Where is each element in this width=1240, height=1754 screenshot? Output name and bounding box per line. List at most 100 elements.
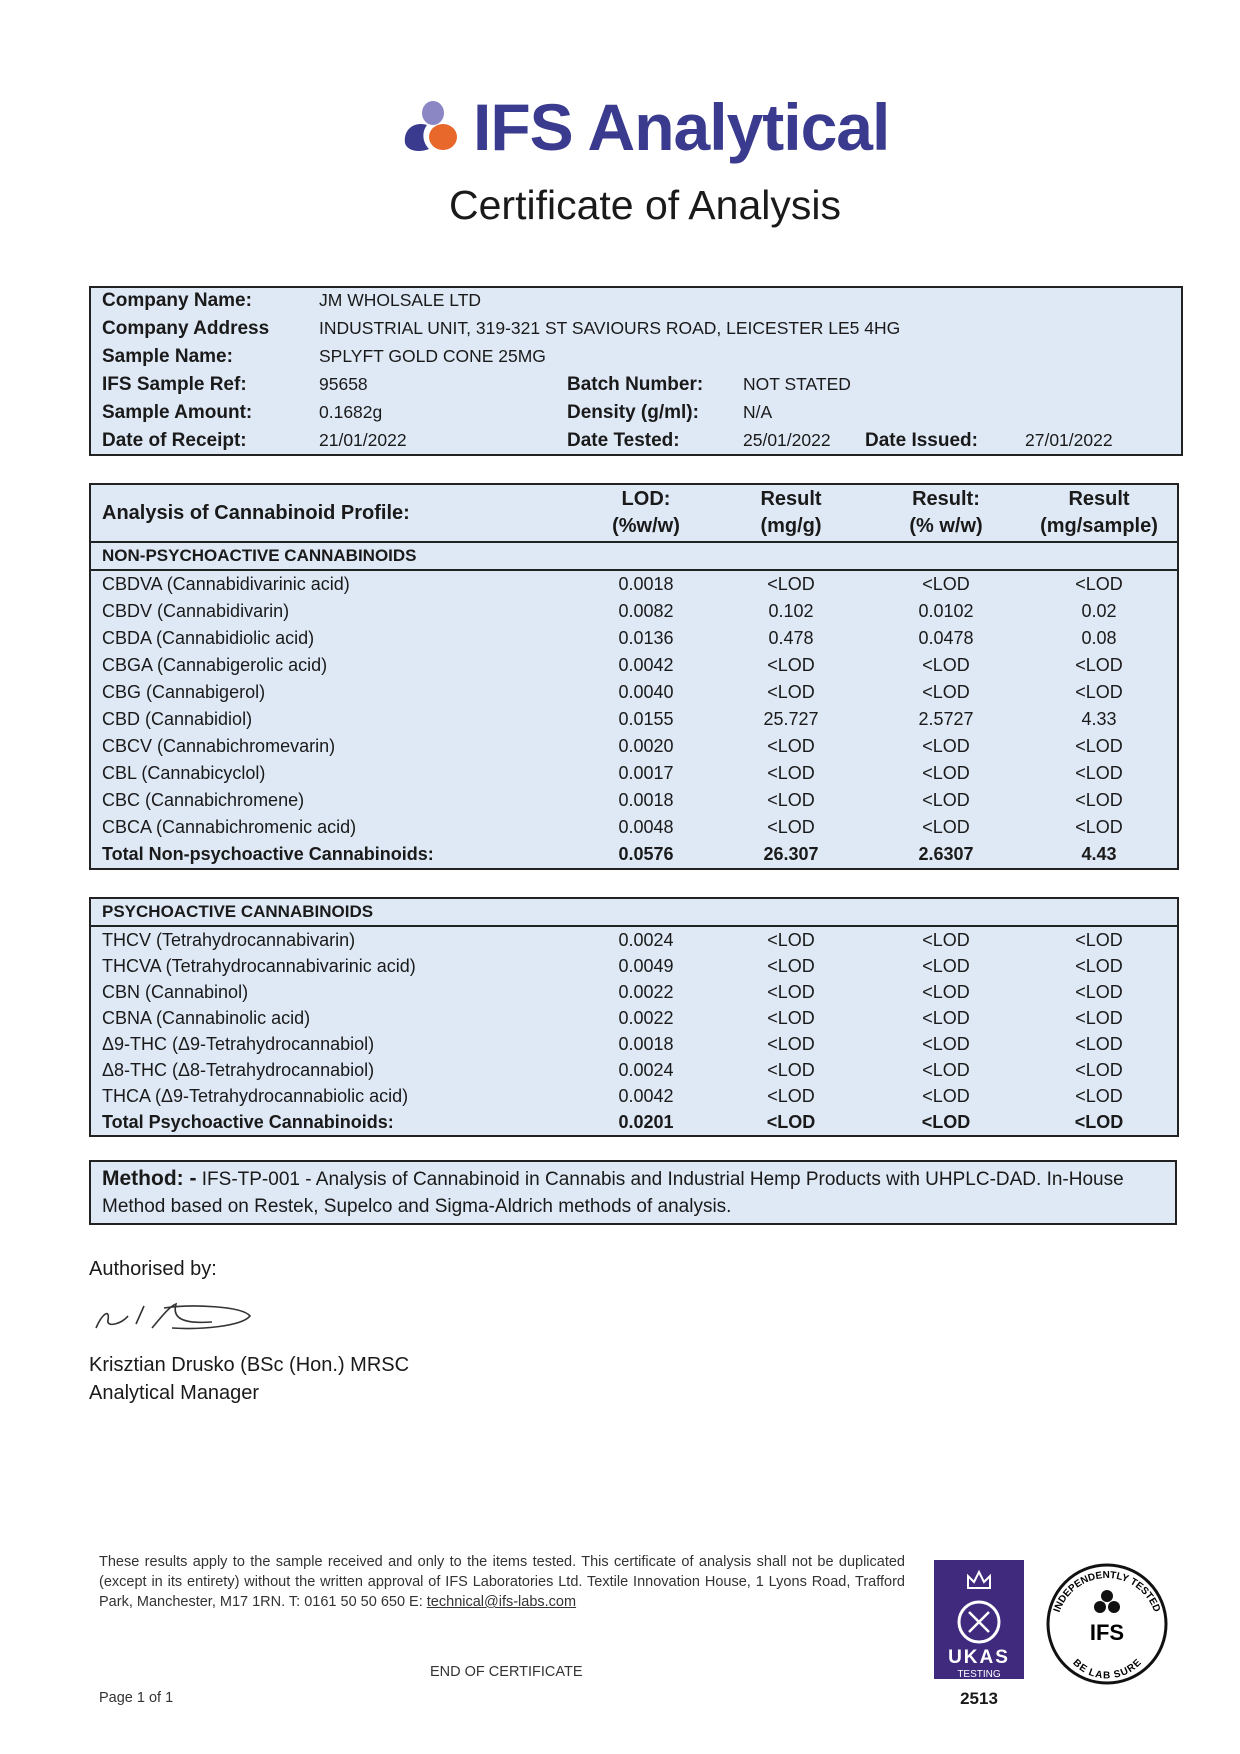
result-mg-sample-cell: <LOD (1075, 1059, 1123, 1080)
lod-cell: 0.0136 (618, 628, 674, 648)
amount-value: 0.1682g (319, 402, 383, 422)
table-row: Δ9-THC (Δ9-Tetrahydrocannabiol) 0.0018 <LO… (91, 1031, 1177, 1057)
cannabinoid-name: CBDA (Cannabidiolic acid) (102, 628, 315, 648)
result-mg-sample-cell: 0.02 (1081, 601, 1117, 621)
result-pct-cell: 2.6307 (918, 844, 974, 864)
cannabinoid-name: CBG (Cannabigerol) (102, 682, 266, 702)
info-row-company-name: Company Name: JM WHOLSALE LTD (91, 290, 1181, 318)
result-mg-g-cell: 0.102 (768, 601, 814, 621)
signature-image (95, 1302, 252, 1330)
table-header-row: Analysis of Cannabinoid Profile: LOD: (%w… (91, 485, 1177, 543)
result-pct-cell: <LOD (922, 1007, 970, 1028)
cannabinoid-name: THCA (Δ9-Tetrahydrocannabiolic acid) (102, 1085, 409, 1106)
column-header: Result: (% w/w) (871, 485, 1021, 543)
result-mg-sample-cell: <LOD (1075, 736, 1123, 756)
result-mg-sample-cell: 4.33 (1081, 709, 1117, 729)
table-row: CBG (Cannabigerol) 0.0040 <LOD <LOD <LOD (91, 679, 1177, 706)
cannabinoid-name: CBD (Cannabidiol) (102, 709, 253, 729)
info-row-dates: Date of Receipt: 21/01/2022 Date Tested:… (91, 430, 1181, 458)
email-link[interactable]: technical@ifs-labs.com (426, 1594, 577, 1610)
ukas-badge: UKAS TESTING (934, 1560, 1024, 1680)
column-header-unit: (% w/w) (909, 515, 983, 537)
result-mg-g-cell: <LOD (767, 981, 815, 1002)
result-mg-sample-cell: <LOD (1075, 1007, 1123, 1028)
result-pct-cell: <LOD (922, 955, 970, 976)
table-row: Δ8-THC (Δ8-Tetrahydrocannabiol) 0.0024 <LO… (91, 1057, 1177, 1083)
tested-label: Date Tested: (567, 430, 680, 451)
table-row: CBD (Cannabidiol) 0.0155 25.727 2.5727 4.33 (91, 706, 1177, 733)
lod-cell: 0.0049 (618, 955, 674, 976)
table-row: CBDV (Cannabidivarin) 0.0082 0.102 0.0102 0.… (91, 598, 1177, 625)
column-header-unit: (mg/sample) (1040, 515, 1158, 537)
section-title: NON-PSYCHOACTIVE CANNABINOIDS (91, 542, 1177, 571)
lod-cell: 0.0201 (618, 1111, 674, 1132)
table-row: CBGA (Cannabigerolic acid) 0.0042 <LOD <LOD… (91, 652, 1177, 679)
issued-label: Date Issued: (865, 430, 978, 451)
page-number: Page 1 of 1 (99, 1690, 174, 1706)
result-mg-g-cell: <LOD (767, 655, 815, 675)
cannabinoid-name: CBCA (Cannabichromenic acid) (102, 817, 357, 837)
info-row-sample-ref: IFS Sample Ref: 95658 Batch Number: NOT … (91, 374, 1181, 402)
batch-label: Batch Number: (567, 374, 704, 395)
total-row: Total Psychoactive Cannabinoids: 0.0201 <L… (91, 1109, 1177, 1135)
table-row: CBCV (Cannabichromevarin) 0.0020 <LOD <LOD <… (91, 733, 1177, 760)
column-header-unit: (mg/g) (760, 515, 822, 537)
ukas-emblem-icon (957, 1600, 1001, 1644)
table-row: CBDA (Cannabidiolic acid) 0.0136 0.478 0.04… (91, 625, 1177, 652)
column-header: LOD: (%w/w) (581, 485, 711, 543)
result-pct-cell: <LOD (922, 574, 970, 594)
table-row: CBDVA (Cannabidivarinic acid) 0.0018 <LOD <… (91, 570, 1177, 598)
analysis-heading: Analysis of Cannabinoid Profile: (91, 485, 581, 543)
sample-info-box: Company Name: JM WHOLSALE LTD Company Ad… (89, 286, 1183, 456)
lod-cell: 0.0018 (618, 574, 674, 594)
result-mg-g-cell: <LOD (767, 763, 815, 783)
column-header-line: Result: (912, 488, 980, 510)
result-mg-sample-cell: <LOD (1075, 817, 1123, 837)
lod-cell: 0.0020 (618, 736, 674, 756)
lod-cell: 0.0018 (618, 790, 674, 810)
company-address-value: INDUSTRIAL UNIT, 319-321 ST SAVIOURS ROA… (319, 318, 901, 338)
batch-value: NOT STATED (743, 374, 851, 394)
result-pct-cell: <LOD (922, 655, 970, 675)
table-row: CBN (Cannabinol) 0.0022 <LOD <LOD <LOD (91, 979, 1177, 1005)
table-row: CBL (Cannabicyclol) 0.0017 <LOD <LOD <LOD (91, 760, 1177, 787)
sample-name-value: SPLYFT GOLD CONE 25MG (319, 346, 546, 366)
result-pct-cell: <LOD (922, 790, 970, 810)
result-pct-cell: <LOD (922, 981, 970, 1002)
method-text: IFS-TP-001 - Analysis of Cannabinoid in … (102, 1169, 1124, 1217)
cannabinoid-name: CBNA (Cannabinolic acid) (102, 1007, 311, 1028)
cannabinoid-name: CBC (Cannabichromene) (102, 790, 305, 810)
table-row: THCV (Tetrahydrocannabivarin) 0.0024 <LOD <… (91, 926, 1177, 953)
result-mg-sample-cell: <LOD (1075, 1033, 1123, 1054)
result-pct-cell: 0.0102 (918, 601, 974, 621)
crown-icon (967, 1569, 991, 1589)
lod-cell: 0.0024 (618, 929, 674, 950)
cannabinoid-name: Δ8-THC (Δ8-Tetrahydrocannabiol) (102, 1059, 375, 1080)
lod-cell: 0.0017 (618, 763, 674, 783)
column-header-line: Result (760, 488, 822, 510)
lod-cell: 0.0082 (618, 601, 674, 621)
result-mg-sample-cell: <LOD (1075, 929, 1123, 950)
ukas-number: 2513 (960, 1689, 998, 1708)
cannabinoid-name: CBDVA (Cannabidivarinic acid) (102, 574, 350, 594)
total-row: Total Non-psychoactive Cannabinoids: 0.05… (91, 841, 1177, 868)
result-mg-sample-cell: <LOD (1075, 574, 1123, 594)
lod-cell: 0.0024 (618, 1059, 674, 1080)
table-row: THCVA (Tetrahydrocannabivarinic acid) 0.0… (91, 953, 1177, 979)
result-mg-g-cell: <LOD (767, 929, 815, 950)
result-mg-sample-cell: 4.43 (1081, 844, 1117, 864)
cannabinoid-name: Δ9-THC (Δ9-Tetrahydrocannabiol) (102, 1033, 375, 1054)
cannabinoid-name: Total Psychoactive Cannabinoids: (102, 1111, 394, 1132)
disclaimer-text: These results apply to the sample receiv… (99, 1554, 905, 1610)
info-row-sample-name: Sample Name: SPLYFT GOLD CONE 25MG (91, 346, 1181, 374)
column-header-line: LOD: (621, 488, 671, 510)
result-pct-cell: <LOD (922, 682, 970, 702)
result-mg-sample-cell: 0.08 (1081, 628, 1117, 648)
end-of-certificate: END OF CERTIFICATE (430, 1664, 583, 1680)
cannabinoid-name: CBDV (Cannabidivarin) (102, 601, 290, 621)
info-row-amount: Sample Amount: 0.1682g Density (g/ml): N… (91, 402, 1181, 430)
brand-name: IFS Analytical (473, 90, 890, 164)
ukas-name: UKAS (948, 1647, 1010, 1668)
non-psychoactive-table: Analysis of Cannabinoid Profile: LOD: (%w… (89, 483, 1179, 870)
lod-cell: 0.0040 (618, 682, 674, 702)
